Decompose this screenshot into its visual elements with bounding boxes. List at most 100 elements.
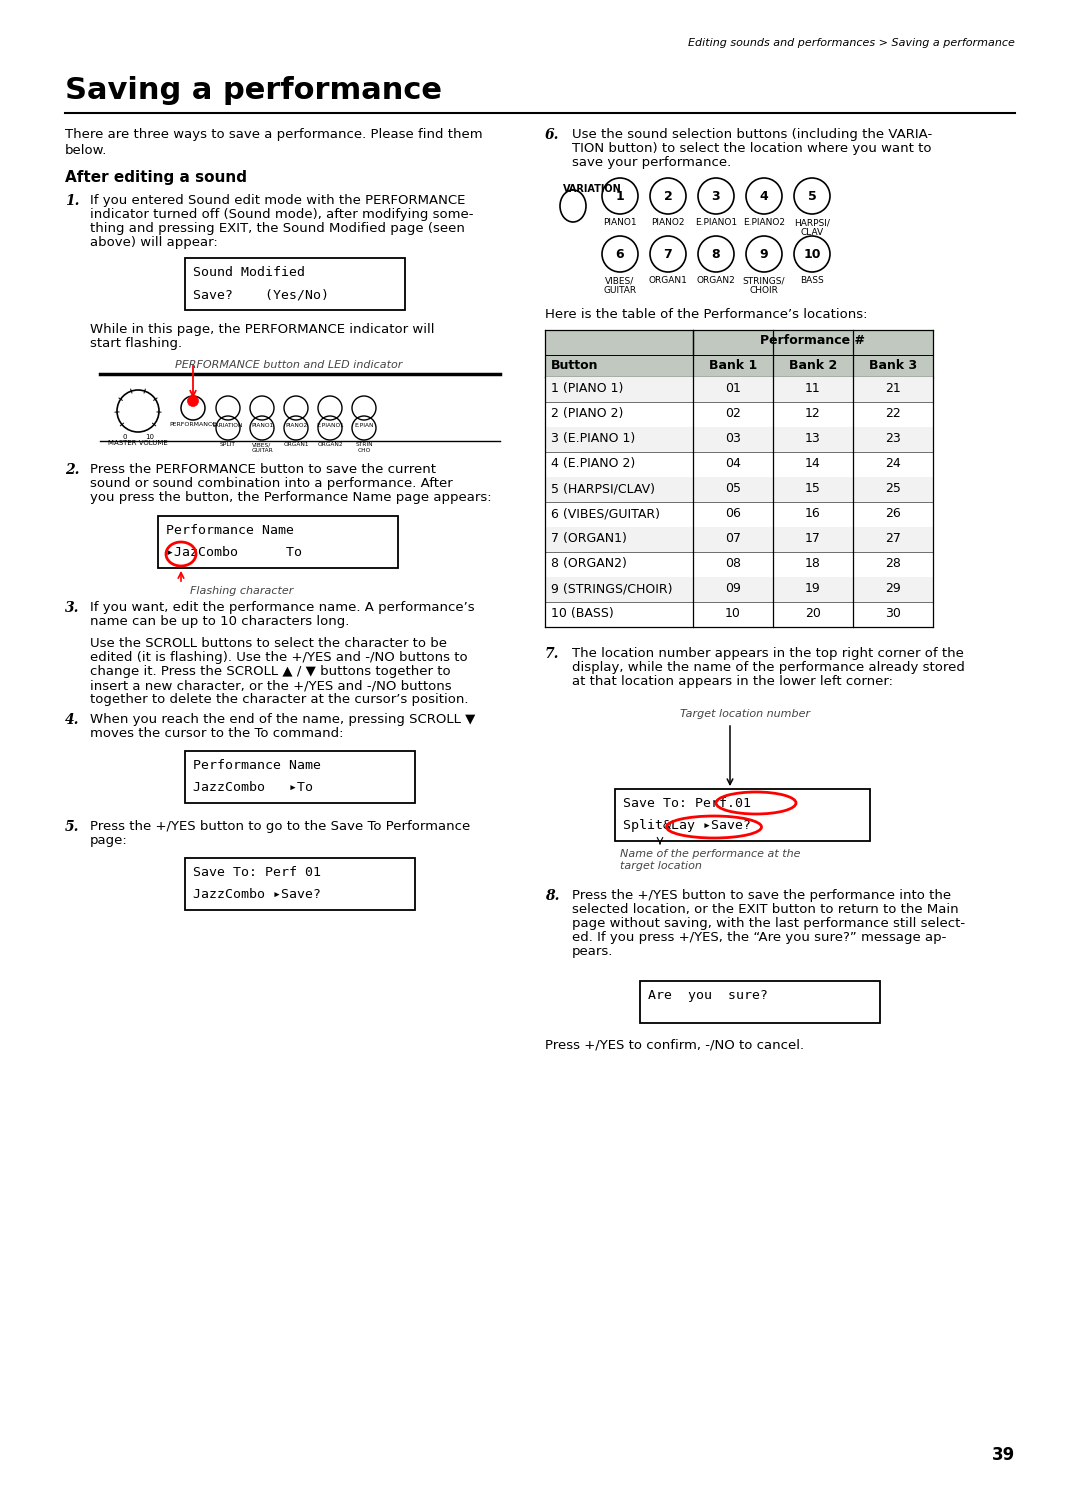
Text: 03: 03 <box>725 432 741 444</box>
Text: 11: 11 <box>805 383 821 395</box>
Text: 26: 26 <box>886 508 901 520</box>
Text: SPLIT: SPLIT <box>220 441 235 447</box>
Bar <box>158 517 399 568</box>
Text: 4 (E.PIANO 2): 4 (E.PIANO 2) <box>551 456 635 470</box>
Text: Press the +/YES button to go to the Save To Performance: Press the +/YES button to go to the Save… <box>90 819 470 833</box>
Text: HARPSI/
CLAV: HARPSI/ CLAV <box>794 218 829 238</box>
Text: 28: 28 <box>886 557 901 569</box>
Text: E.PIANO1: E.PIANO1 <box>694 218 737 227</box>
Text: 6: 6 <box>616 247 624 261</box>
Text: 10 (BASS): 10 (BASS) <box>551 607 613 620</box>
Text: 8 (ORGAN2): 8 (ORGAN2) <box>551 557 626 569</box>
Text: 06: 06 <box>725 508 741 520</box>
Text: name can be up to 10 characters long.: name can be up to 10 characters long. <box>90 614 349 628</box>
Text: 30: 30 <box>886 607 901 620</box>
Text: E.PIANO2: E.PIANO2 <box>743 218 785 227</box>
Text: There are three ways to save a performance. Please find them: There are three ways to save a performan… <box>65 128 483 142</box>
Text: 08: 08 <box>725 557 741 569</box>
Text: ORGAN1: ORGAN1 <box>283 441 309 447</box>
Text: 7.: 7. <box>545 648 559 661</box>
Text: PIANO2: PIANO2 <box>651 218 685 227</box>
Bar <box>545 428 933 452</box>
Text: E.PIANO1: E.PIANO1 <box>316 423 343 428</box>
Text: below.: below. <box>65 145 107 157</box>
Text: VIBES/
GUITAR: VIBES/ GUITAR <box>604 276 636 295</box>
Text: Bank 2: Bank 2 <box>788 358 837 372</box>
Text: start flashing.: start flashing. <box>90 337 183 349</box>
Text: Split&Lay ▸Save?: Split&Lay ▸Save? <box>623 819 751 831</box>
Text: 16: 16 <box>805 508 821 520</box>
Text: 9 (STRINGS/CHOIR): 9 (STRINGS/CHOIR) <box>551 581 673 595</box>
Text: 13: 13 <box>805 432 821 444</box>
Text: BASS: BASS <box>800 276 824 285</box>
Text: 8.: 8. <box>545 889 559 904</box>
Text: page without saving, with the last performance still select-: page without saving, with the last perfo… <box>572 917 966 931</box>
Text: 1.: 1. <box>65 194 80 208</box>
Bar <box>545 477 933 501</box>
Text: Flashing character: Flashing character <box>190 586 294 596</box>
Text: 17: 17 <box>805 532 821 545</box>
Text: VIBES/
GUITAR: VIBES/ GUITAR <box>252 441 273 453</box>
Text: page:: page: <box>90 834 127 846</box>
Text: Performance Name: Performance Name <box>193 759 321 773</box>
Text: The location number appears in the top right corner of the: The location number appears in the top r… <box>572 648 963 660</box>
Bar <box>545 527 933 553</box>
Text: If you want, edit the performance name. A performance’s: If you want, edit the performance name. … <box>90 601 474 614</box>
Text: ORGAN2: ORGAN2 <box>318 441 342 447</box>
Bar <box>615 789 870 840</box>
Text: JazzCombo   ▸To: JazzCombo ▸To <box>193 782 313 794</box>
Bar <box>185 258 405 310</box>
Bar <box>545 376 933 402</box>
Text: 02: 02 <box>725 407 741 420</box>
Text: ▸JazCombo      To: ▸JazCombo To <box>166 547 302 559</box>
Text: 01: 01 <box>725 383 741 395</box>
Text: Name of the performance at the: Name of the performance at the <box>620 849 800 858</box>
Text: VARIATION: VARIATION <box>563 184 622 194</box>
Text: PIANO2: PIANO2 <box>285 423 307 428</box>
Text: While in this page, the PERFORMANCE indicator will: While in this page, the PERFORMANCE indi… <box>90 322 434 336</box>
Text: TION button) to select the location where you want to: TION button) to select the location wher… <box>572 142 931 155</box>
Text: 21: 21 <box>886 383 901 395</box>
Text: Sound Modified: Sound Modified <box>193 267 305 279</box>
Text: ORGAN2: ORGAN2 <box>697 276 735 285</box>
Text: 3 (E.PIANO 1): 3 (E.PIANO 1) <box>551 432 635 444</box>
Text: 7 (ORGAN1): 7 (ORGAN1) <box>551 532 626 545</box>
Text: ORGAN1: ORGAN1 <box>649 276 688 285</box>
Text: 6.: 6. <box>545 128 559 142</box>
Text: 09: 09 <box>725 581 741 595</box>
Text: 3.: 3. <box>65 601 80 614</box>
Bar <box>185 858 415 910</box>
Text: at that location appears in the lower left corner:: at that location appears in the lower le… <box>572 675 893 688</box>
Text: STRIN
CHO: STRIN CHO <box>355 441 373 453</box>
Text: Here is the table of the Performance’s locations:: Here is the table of the Performance’s l… <box>545 309 867 321</box>
Bar <box>185 751 415 803</box>
Text: 07: 07 <box>725 532 741 545</box>
Text: 6 (VIBES/GUITAR): 6 (VIBES/GUITAR) <box>551 508 660 520</box>
Text: 7: 7 <box>663 247 673 261</box>
Text: selected location, or the EXIT button to return to the Main: selected location, or the EXIT button to… <box>572 904 959 916</box>
Text: 12: 12 <box>805 407 821 420</box>
Text: ed. If you press +/YES, the “Are you sure?” message ap-: ed. If you press +/YES, the “Are you sur… <box>572 931 946 944</box>
Text: 22: 22 <box>886 407 901 420</box>
Text: Performance Name: Performance Name <box>166 524 294 538</box>
Text: 3: 3 <box>712 190 720 202</box>
Text: If you entered Sound edit mode with the PERFORMANCE: If you entered Sound edit mode with the … <box>90 194 465 206</box>
Text: thing and pressing EXIT, the Sound Modified page (seen: thing and pressing EXIT, the Sound Modif… <box>90 221 464 235</box>
Text: 23: 23 <box>886 432 901 444</box>
Text: change it. Press the SCROLL ▲ / ▼ buttons together to: change it. Press the SCROLL ▲ / ▼ button… <box>90 666 450 678</box>
Text: 9: 9 <box>759 247 768 261</box>
Text: 15: 15 <box>805 482 821 495</box>
Text: 1 (PIANO 1): 1 (PIANO 1) <box>551 383 623 395</box>
Text: indicator turned off (Sound mode), after modifying some-: indicator turned off (Sound mode), after… <box>90 208 473 221</box>
Bar <box>640 980 880 1023</box>
Text: 2 (PIANO 2): 2 (PIANO 2) <box>551 407 623 420</box>
Text: 10: 10 <box>804 247 821 261</box>
Text: 1: 1 <box>616 190 624 202</box>
Text: 24: 24 <box>886 456 901 470</box>
Text: Bank 3: Bank 3 <box>869 358 917 372</box>
Text: Use the SCROLL buttons to select the character to be: Use the SCROLL buttons to select the cha… <box>90 637 447 651</box>
Text: edited (it is flashing). Use the +/YES and -/NO buttons to: edited (it is flashing). Use the +/YES a… <box>90 651 468 664</box>
Text: PERFORMANCE button and LED indicator: PERFORMANCE button and LED indicator <box>175 360 403 370</box>
Text: 5: 5 <box>808 190 816 202</box>
Text: MASTER VOLUME: MASTER VOLUME <box>108 440 167 446</box>
